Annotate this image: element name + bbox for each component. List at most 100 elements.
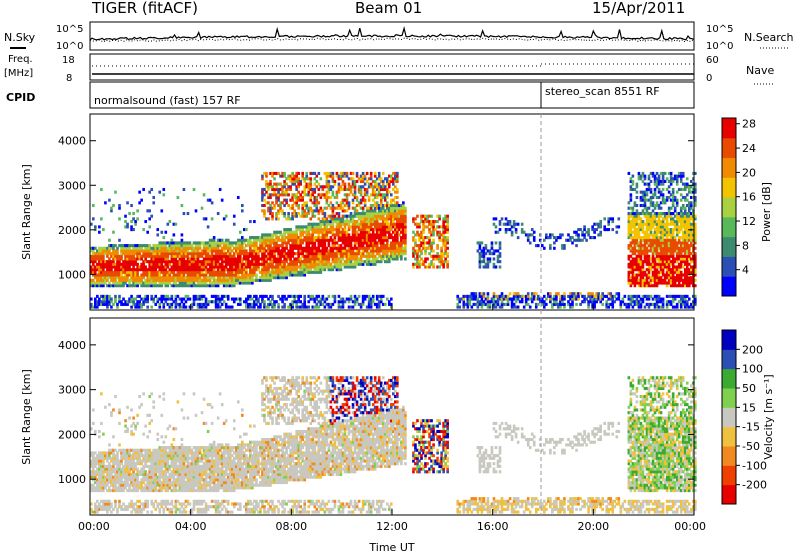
power-cell xyxy=(629,294,633,298)
power-cell xyxy=(114,190,117,194)
power-cell xyxy=(134,257,137,261)
power-cell xyxy=(174,284,178,288)
power-cell xyxy=(170,268,174,272)
power-cell xyxy=(647,260,651,264)
power-cell xyxy=(245,257,248,261)
power-cell xyxy=(361,195,365,200)
power-cell xyxy=(647,281,651,285)
power-cell xyxy=(331,302,335,306)
power-cell xyxy=(249,241,252,245)
power-cell xyxy=(579,292,582,296)
power-cell xyxy=(647,228,651,232)
power-cell xyxy=(373,225,377,229)
power-cell xyxy=(299,294,302,298)
power-cell xyxy=(629,233,633,237)
power-cell xyxy=(158,254,162,258)
power-cell xyxy=(232,276,236,280)
power-cell xyxy=(392,225,395,229)
power-cell xyxy=(265,273,268,277)
power-cell xyxy=(140,265,143,269)
power-cell xyxy=(243,238,246,242)
power-cell xyxy=(106,249,109,253)
power-cell xyxy=(416,230,419,234)
power-cell xyxy=(392,206,395,210)
power-cell xyxy=(170,284,174,288)
power-cell xyxy=(305,270,309,274)
power-cell xyxy=(657,278,661,282)
power-cell xyxy=(317,241,321,245)
power-cell xyxy=(657,217,661,221)
power-cell xyxy=(629,262,633,266)
power-cell xyxy=(639,241,643,245)
power-cell xyxy=(647,185,651,189)
power-cell xyxy=(357,233,361,237)
power-cell xyxy=(186,252,190,256)
power-cell xyxy=(220,270,224,274)
power-cell xyxy=(222,244,226,248)
power-cell xyxy=(349,171,353,175)
power-cell xyxy=(112,265,115,269)
power-cell xyxy=(385,201,389,205)
power-cell xyxy=(281,270,284,274)
power-cell xyxy=(265,262,268,266)
power-cell xyxy=(138,281,141,285)
power-cell xyxy=(152,273,156,277)
power-cell xyxy=(387,190,391,194)
power-cell xyxy=(232,260,236,264)
power-cell xyxy=(347,252,351,256)
power-cell xyxy=(267,187,270,192)
power-cell xyxy=(657,244,661,248)
power-cell xyxy=(649,302,653,306)
power-cell xyxy=(271,201,274,205)
power-cell xyxy=(263,249,266,253)
power-cell xyxy=(591,236,594,240)
power-cell xyxy=(162,244,166,248)
power-cell xyxy=(297,273,300,277)
power-cell xyxy=(351,225,355,229)
power-cell xyxy=(198,244,202,248)
power-cell xyxy=(526,292,530,296)
power-cell xyxy=(657,297,661,301)
power-cell xyxy=(387,225,391,229)
power-cell xyxy=(607,222,611,226)
power-cell xyxy=(325,198,329,202)
power-cell xyxy=(341,297,345,301)
power-cell xyxy=(218,281,222,285)
power-cell xyxy=(627,302,631,306)
power-cell xyxy=(633,300,637,304)
power-cell xyxy=(649,198,653,202)
power-cell xyxy=(597,225,600,229)
power-cell xyxy=(241,281,244,285)
power-cell xyxy=(422,241,425,245)
power-cell xyxy=(383,260,387,264)
power-cell xyxy=(343,171,347,175)
power-cell xyxy=(394,212,397,216)
power-cell xyxy=(130,276,133,280)
power-cell xyxy=(297,212,300,216)
power-cell xyxy=(653,228,657,232)
power-cell xyxy=(283,294,286,298)
power-cell xyxy=(373,233,377,237)
power-cell xyxy=(261,254,264,258)
power-cell xyxy=(176,265,180,269)
power-cell xyxy=(426,225,429,229)
power-cell xyxy=(150,249,154,253)
power-cell xyxy=(387,236,391,240)
power-cell xyxy=(168,246,172,250)
power-cell xyxy=(649,212,653,216)
power-cell xyxy=(631,230,635,234)
power-cell xyxy=(337,244,341,248)
power-cell xyxy=(446,220,449,224)
power-cell xyxy=(363,222,367,226)
power-cell xyxy=(424,246,427,250)
power-cell xyxy=(571,236,574,240)
power-cell xyxy=(365,220,369,224)
power-cell xyxy=(269,252,272,256)
power-cell xyxy=(108,244,111,248)
power-cell xyxy=(633,201,637,205)
power-cell xyxy=(130,257,133,261)
power-cell xyxy=(365,187,369,192)
power-cell xyxy=(645,182,649,186)
power-cell xyxy=(321,236,325,240)
power-cell xyxy=(363,190,367,194)
